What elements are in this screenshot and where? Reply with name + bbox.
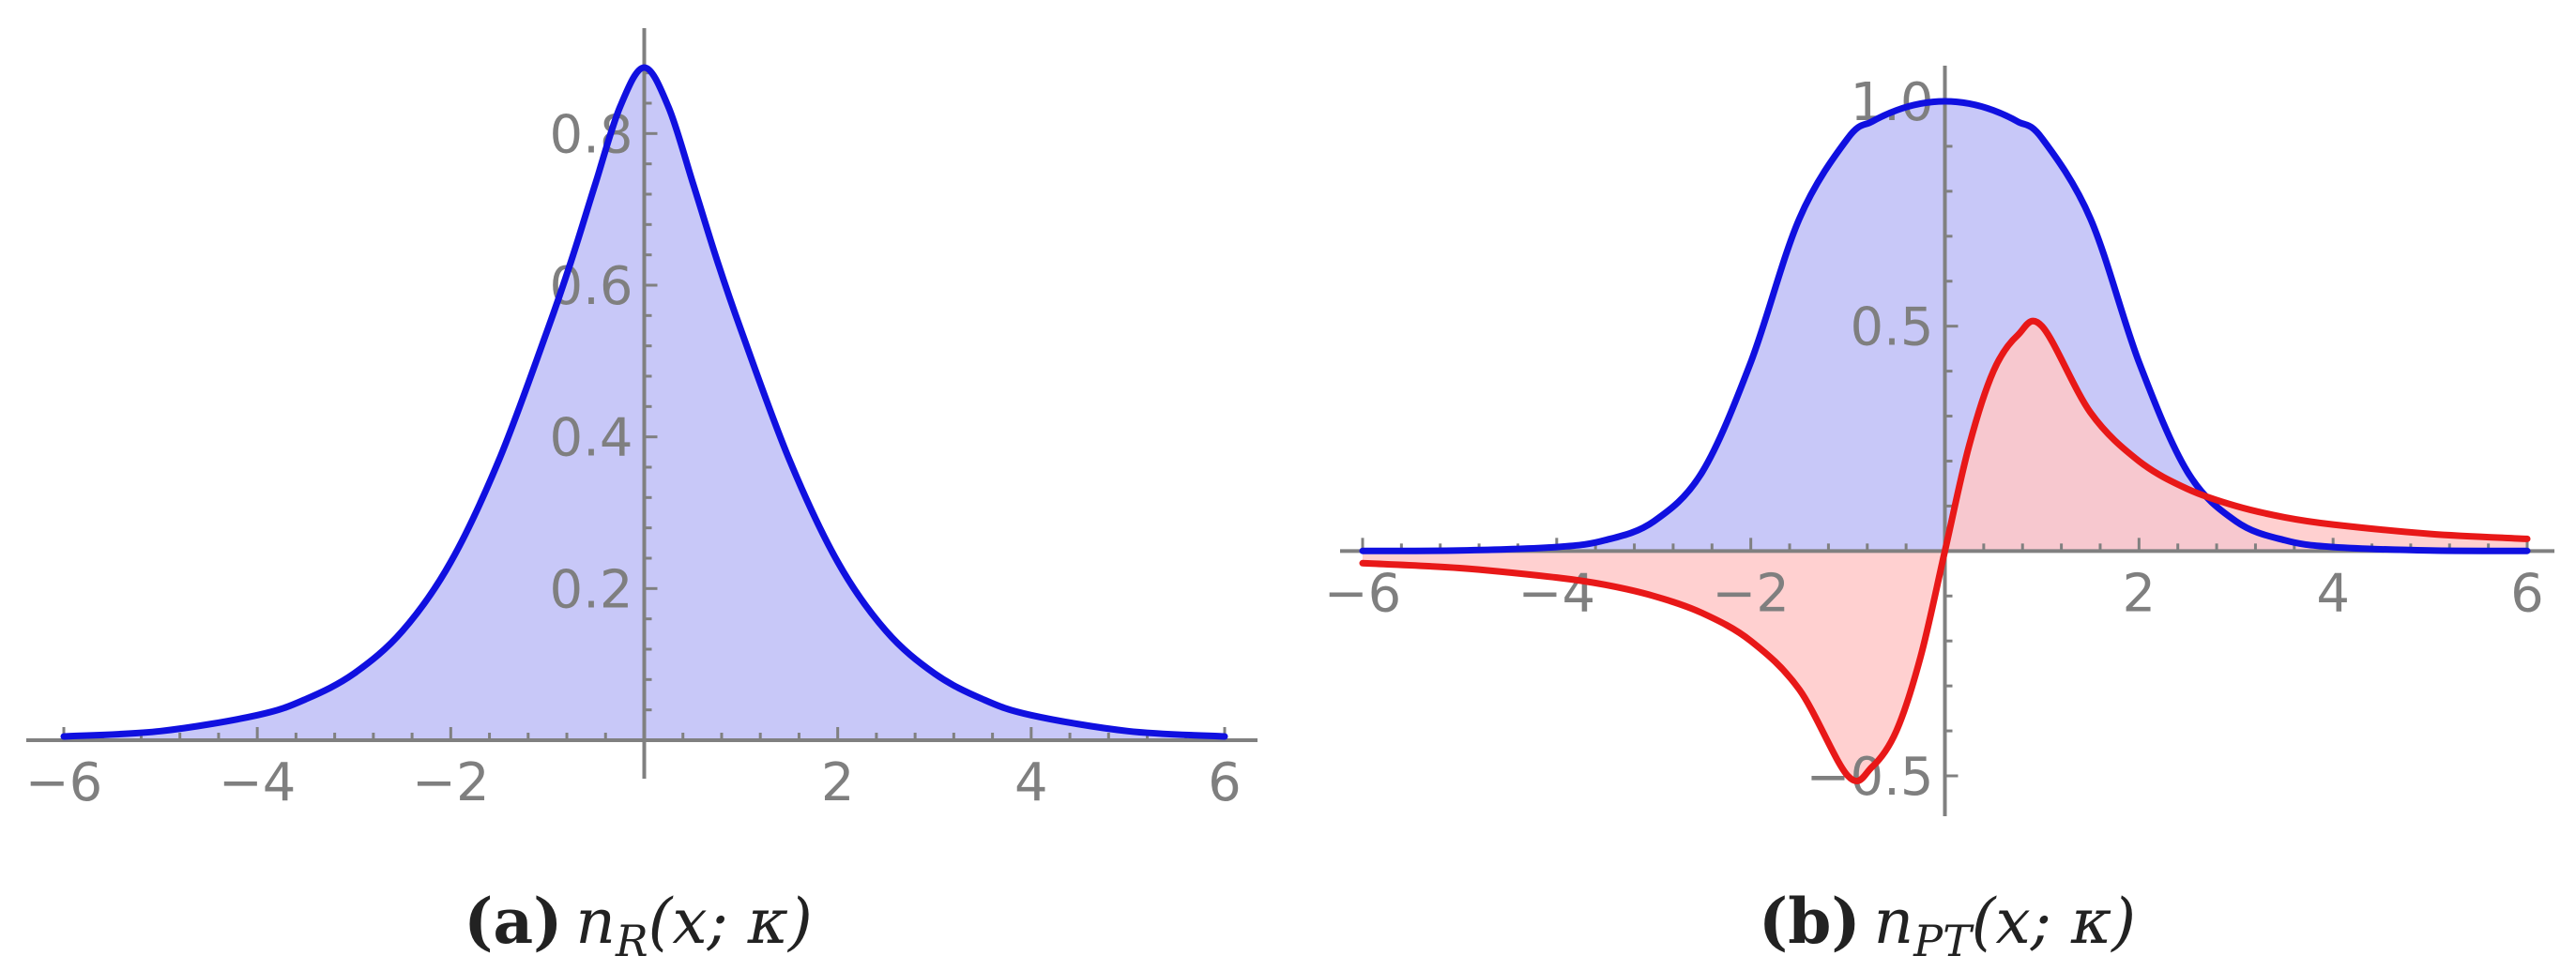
panel-b-caption-main: n [1874, 886, 1914, 958]
panel-b-label: (b) [1759, 885, 1861, 958]
panel-a-label: (a) [464, 885, 562, 958]
panel-a-x-tick-label: −6 [25, 752, 103, 813]
panel-a-y-tick-label: 0.4 [549, 408, 633, 469]
panel-b-x-tick-label: −2 [1712, 563, 1790, 624]
panel-a-series-blue-line [60, 64, 1228, 740]
panel-b-series-red-line [1359, 317, 2531, 784]
panel-b-caption: (b) nPT(x; κ) [1759, 885, 2136, 966]
panel-a-y-tick-label: 0.2 [549, 559, 633, 620]
panel-b-x-tick-label: −6 [1324, 563, 1402, 624]
panel-a-caption-args: (x; κ) [648, 886, 813, 958]
panel-a-x-tick-label: −2 [412, 752, 490, 813]
panel-a-x-tick-label: 4 [1014, 752, 1048, 813]
panel-b-chart: −6 −4 −2 2 4 6−0.50.51.0 [1324, 66, 2554, 816]
panel-b-series-blue-line [1359, 98, 2531, 554]
panel-b-x-tick-label: 4 [2316, 563, 2350, 624]
panel-b-y-tick-label: −0.5 [1806, 747, 1934, 808]
panel-a-x-tick-label: 2 [821, 752, 855, 813]
panel-a-caption-sub: R [615, 916, 648, 966]
panel-b-y-tick-label: 0.5 [1850, 297, 1933, 358]
panel-b-x-tick-label: 2 [2123, 563, 2157, 624]
panel-b-x-tick-label: 6 [2510, 563, 2544, 624]
panel-a-chart: −6 −4 −2 2 4 60.20.40.60.8 [25, 28, 1258, 813]
panel-a-caption: (a) nR(x; κ) [464, 885, 813, 966]
panel-a-caption-main: n [575, 886, 616, 958]
panel-a-x-tick-label: 6 [1208, 752, 1242, 813]
panel-b-caption-args: (x; κ) [1972, 886, 2136, 958]
panel-a-x-tick-label: −4 [219, 752, 297, 813]
panel-b-caption-sub: PT [1913, 916, 1974, 966]
